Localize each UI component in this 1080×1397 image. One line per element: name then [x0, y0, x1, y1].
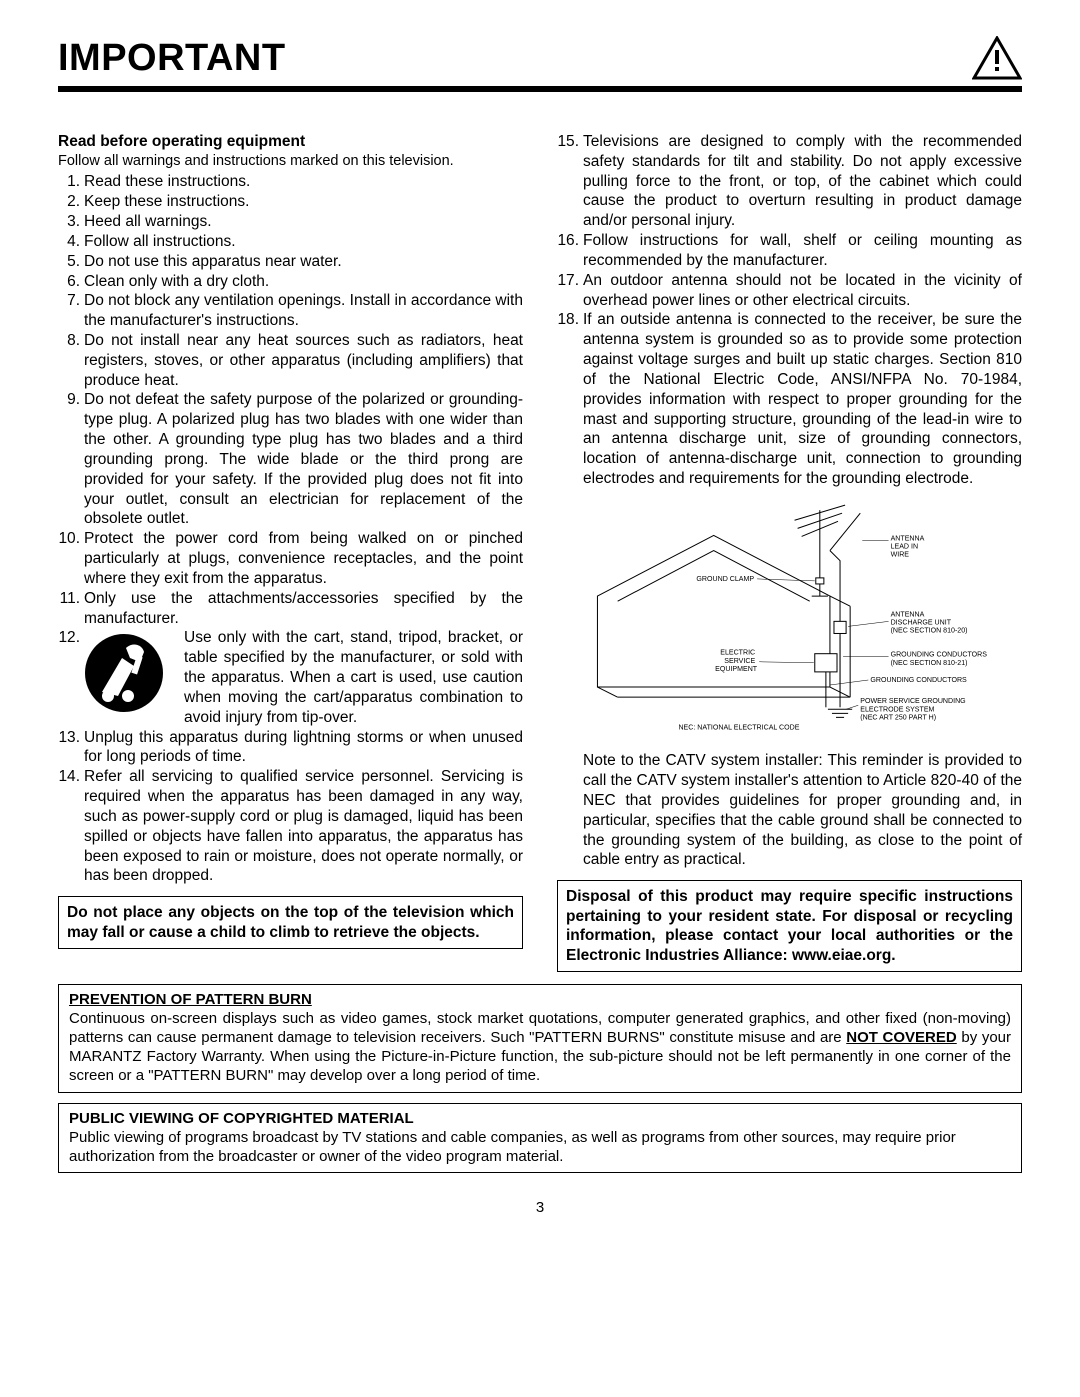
- label-nec-footer: NEC: NATIONAL ELECTRICAL CODE: [678, 724, 799, 731]
- list-item: Do not block any ventilation openings. I…: [84, 291, 523, 331]
- left-column: Read before operating equipment Follow a…: [58, 132, 523, 972]
- list-item: If an outside antenna is connected to th…: [583, 310, 1022, 488]
- not-covered-emphasis: NOT COVERED: [846, 1029, 956, 1046]
- svg-text:POWER SERVICE GROUNDING: POWER SERVICE GROUNDING ELECTRODE SYSTEM…: [860, 698, 967, 721]
- list-item: Heed all warnings.: [84, 212, 523, 232]
- list-item: Only use the attachments/accessories spe…: [84, 589, 523, 629]
- follow-warnings-text: Follow all warnings and instructions mar…: [58, 152, 523, 171]
- disposal-box: Disposal of this product may require spe…: [557, 880, 1022, 972]
- pattern-burn-heading: PREVENTION OF PATTERN BURN: [69, 991, 312, 1008]
- list-item: Follow all instructions.: [84, 232, 523, 252]
- svg-text:ANTENNA LEAD IN: ANTENNA LEAD IN WIRE: [891, 535, 927, 558]
- list-item: Keep these instructions.: [84, 192, 523, 212]
- warning-triangle-icon: [972, 36, 1022, 80]
- list-item: Follow instructions for wall, shelf or c…: [583, 231, 1022, 271]
- list-item: An outdoor antenna should not be located…: [583, 271, 1022, 311]
- copyright-heading: PUBLIC VIEWING OF COPYRIGHTED MATERIAL: [69, 1110, 414, 1127]
- read-before-heading: Read before operating equipment: [58, 132, 523, 152]
- list-item: Televisions are designed to comply with …: [583, 132, 1022, 231]
- pattern-burn-box: PREVENTION OF PATTERN BURN Continuous on…: [58, 984, 1022, 1092]
- svg-text:ELECTRIC SERVICE: ELECTRIC SERVICE EQUIPMENT: [715, 650, 758, 673]
- right-column: Televisions are designed to comply with …: [557, 132, 1022, 972]
- page-number: 3: [58, 1199, 1022, 1216]
- page-root: IMPORTANT Read before operating equipmen…: [0, 0, 1080, 1246]
- safety-list-left: Read these instructions. Keep these inst…: [58, 172, 523, 886]
- list-item: Do not install near any heat sources suc…: [84, 331, 523, 390]
- list-item: Unplug this apparatus during lightning s…: [84, 728, 523, 768]
- catv-note: Note to the CATV system installer: This …: [583, 751, 1022, 870]
- svg-text:ANTENNA DISCHARGE: ANTENNA DISCHARGE UNIT (NEC SECTION 810-…: [891, 611, 968, 634]
- cart-tipover-icon: [84, 630, 164, 716]
- safety-list-right: Televisions are designed to comply with …: [557, 132, 1022, 489]
- copyright-box: PUBLIC VIEWING OF COPYRIGHTED MATERIAL P…: [58, 1103, 1022, 1174]
- page-title: IMPORTANT: [58, 37, 286, 80]
- two-column-body: Read before operating equipment Follow a…: [58, 132, 1022, 972]
- svg-text:GROUNDING CONDUCTORS: GROUNDING CONDUCTORS (NEC SECTION 810-21…: [891, 652, 989, 667]
- list-item: Clean only with a dry cloth.: [84, 272, 523, 292]
- antenna-grounding-diagram: GROUND CLAMP ELECTRIC SERVICE EQUIPMENT …: [557, 495, 1022, 743]
- label-grounding-conductors: GROUNDING CONDUCTORS: [870, 677, 967, 684]
- list-item: Do not defeat the safety purpose of the …: [84, 390, 523, 529]
- list-item: Protect the power cord from being walked…: [84, 529, 523, 588]
- header: IMPORTANT: [58, 36, 1022, 92]
- list-item: Do not use this apparatus near water.: [84, 252, 523, 272]
- list-item: Refer all servicing to qualified service…: [84, 767, 523, 886]
- label-ground-clamp: GROUND CLAMP: [696, 576, 754, 583]
- list-item-cart: Use only with the cart, stand, tripod, b…: [84, 628, 523, 727]
- list-item: Read these instructions.: [84, 172, 523, 192]
- top-objects-warning-box: Do not place any objects on the top of t…: [58, 896, 523, 949]
- copyright-body: Public viewing of programs broadcast by …: [69, 1129, 956, 1165]
